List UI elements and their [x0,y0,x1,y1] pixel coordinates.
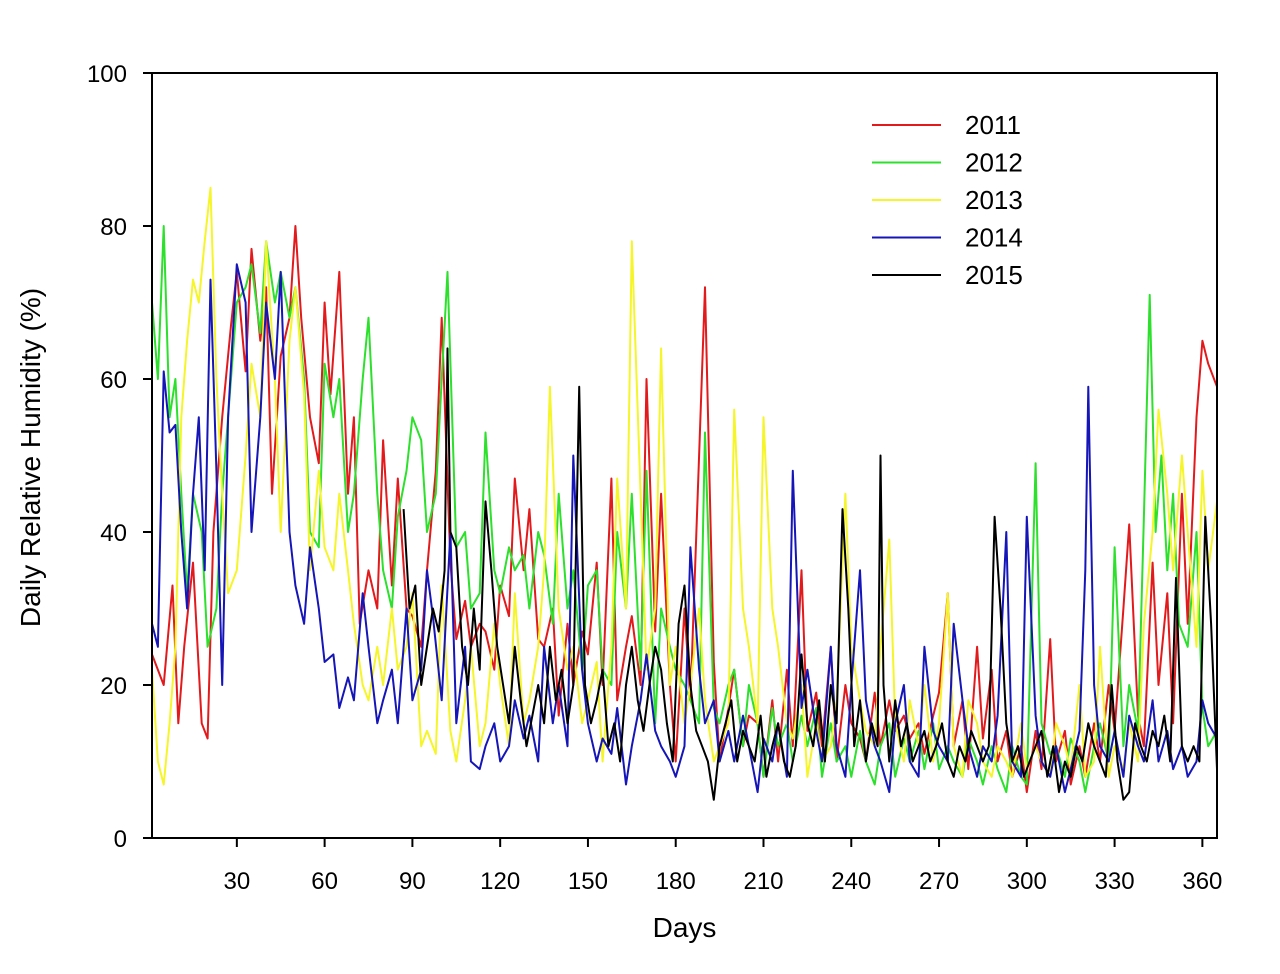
legend-label-2012: 2012 [965,148,1023,178]
legend-label-2011: 2011 [965,110,1021,140]
legend-label-2014: 2014 [965,223,1023,253]
x-tick-label: 150 [568,868,608,895]
x-tick-label: 270 [919,868,959,895]
x-tick-label: 300 [1007,868,1047,895]
x-tick-label: 330 [1095,868,1135,895]
series-line-2013 [151,186,1218,786]
y-tick-label: 40 [100,520,127,547]
x-tick-label: 60 [311,868,338,895]
x-tick-label: 90 [399,868,426,895]
y-axis-ticks: 0 20 40 60 80 100 [87,61,152,853]
x-tick-label: 30 [223,868,250,895]
y-tick-label: 20 [100,673,127,700]
x-tick-label: 210 [743,868,783,895]
legend-label-2015: 2015 [965,260,1023,290]
y-axis-title: Daily Relative Humidity (%) [15,288,46,627]
plot-lines [151,186,1218,801]
x-axis-ticks: 30 60 90 120 150 180 210 240 270 300 330 360 [223,838,1222,895]
y-tick-label: 60 [100,367,127,394]
series-line-2014 [151,263,1218,794]
x-tick-label: 240 [831,868,871,895]
plot-frame [151,72,1218,839]
legend-label-2013: 2013 [965,185,1023,215]
y-tick-label: 100 [87,61,127,88]
x-tick-label: 360 [1182,868,1222,895]
legend: 2011 2012 2013 2014 2015 [872,110,1023,290]
series-line-2011 [151,225,1218,794]
x-tick-label: 120 [480,868,520,895]
y-tick-label: 80 [100,214,127,241]
y-tick-label: 0 [114,826,127,853]
series-line-2015 [402,347,1218,801]
series-line-2012 [151,225,1218,794]
x-tick-label: 180 [656,868,696,895]
x-axis-title: Days [653,912,717,943]
